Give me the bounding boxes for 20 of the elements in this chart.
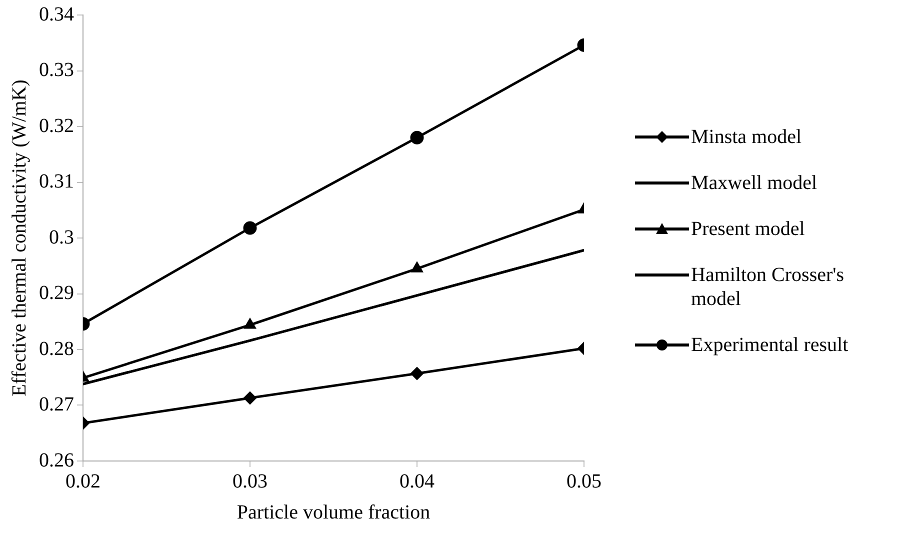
x-tick-label: 0.05	[566, 470, 602, 492]
x-tick-label: 0.04	[400, 470, 434, 492]
x-tick-label: 0.02	[66, 470, 100, 492]
y-tick-label: 0.32	[39, 114, 74, 137]
y-axis-title: Effective thermal conductivity (W/mK)	[8, 80, 30, 396]
y-tick-label: 0.27	[39, 394, 74, 416]
y-tick-label: 0.31	[39, 170, 74, 192]
y-tick-label: 0.3	[49, 226, 74, 248]
x-axis-title: Particle volume fraction	[236, 501, 430, 524]
y-tick-label: 0.34	[39, 3, 74, 26]
x-tick-label: 0.03	[232, 470, 268, 492]
y-tick-label: 0.29	[39, 282, 74, 304]
y-tick-label: 0.28	[39, 338, 74, 360]
legend-label: Maxwell model	[691, 171, 818, 195]
legend-label: Experimental result	[691, 333, 848, 357]
legend-label: Hamilton Crosser's model	[691, 263, 846, 311]
legend-label: Minsta model	[691, 125, 802, 149]
legend-label: Present model	[691, 217, 805, 241]
y-tick-label: 0.33	[39, 59, 74, 81]
y-tick-label: 0.26	[39, 449, 74, 472]
